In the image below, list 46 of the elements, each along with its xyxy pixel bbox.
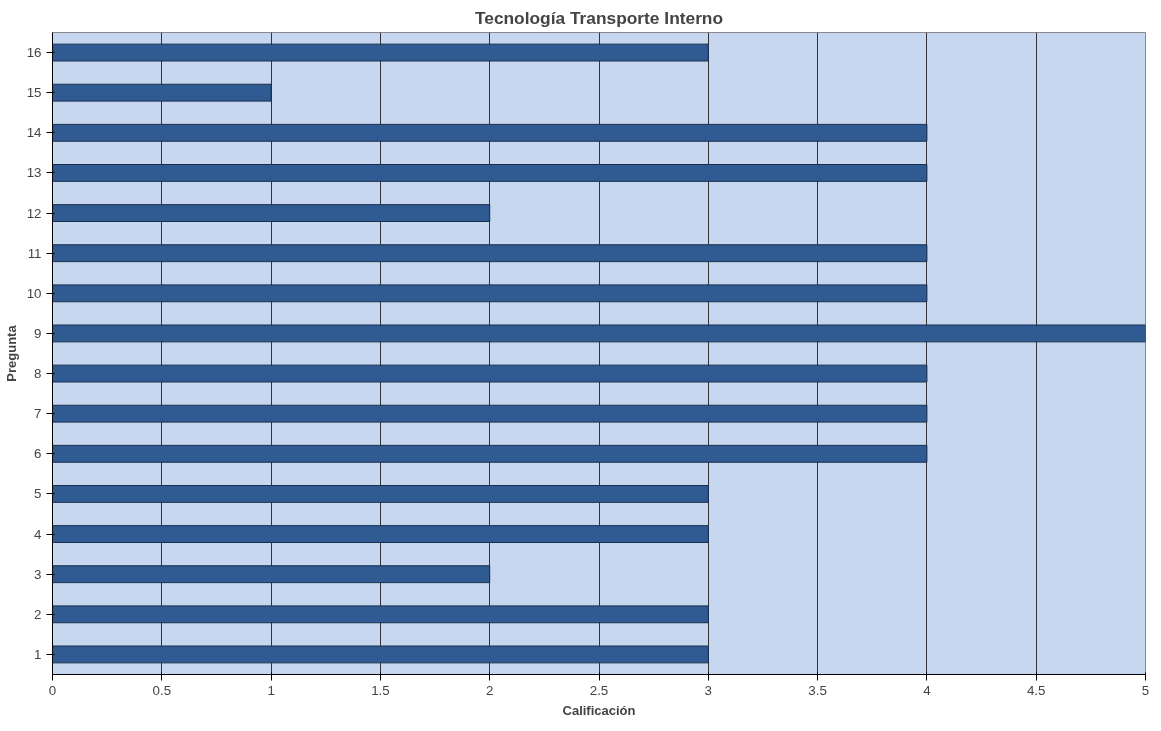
y-tick-label: 2 (34, 606, 42, 622)
bar (52, 284, 928, 303)
bar (52, 565, 491, 584)
bar (52, 123, 928, 142)
y-tick-label: 15 (26, 85, 42, 101)
x-tick-label: 5 (1141, 682, 1150, 698)
chart-title: Tecnología Transporte Interno (474, 7, 724, 28)
bar (52, 404, 928, 423)
y-tick-label: 4 (34, 526, 43, 542)
y-tick-label: 1 (34, 646, 42, 662)
y-tick-label: 14 (26, 125, 43, 141)
y-tick-label: 11 (27, 245, 42, 261)
bar (52, 83, 272, 102)
bar (52, 324, 1146, 343)
y-tick-label: 6 (34, 446, 42, 462)
x-tick-label: 2.5 (589, 682, 609, 698)
bar (52, 605, 709, 624)
bar (52, 645, 709, 664)
x-tick-label: 0.5 (152, 682, 172, 698)
x-tick-label: 4.5 (1026, 682, 1046, 698)
bar (52, 43, 709, 62)
x-tick-label: 2 (485, 682, 494, 698)
bar (52, 364, 928, 383)
y-tick-label: 16 (26, 45, 42, 61)
bar (52, 525, 709, 543)
y-axis-title: Pregunta (3, 324, 19, 382)
y-tick-label: 8 (34, 366, 42, 382)
y-tick-label: 10 (26, 285, 42, 301)
x-tick-label: 0 (48, 682, 57, 698)
y-tick-label: 9 (34, 325, 42, 341)
x-tick-label: 3.5 (808, 682, 827, 698)
x-axis-title: Calificación (562, 702, 636, 718)
x-tick-label: 3 (704, 682, 713, 698)
bar (52, 444, 928, 463)
bar (52, 204, 491, 222)
bar (52, 485, 709, 503)
bar (52, 164, 928, 182)
y-tick-label: 12 (26, 205, 42, 221)
y-tick-label: 13 (26, 165, 42, 181)
y-tick-label: 3 (34, 566, 42, 582)
y-tick-label: 5 (34, 486, 42, 502)
x-tick-label: 1 (267, 682, 275, 698)
y-tick-label: 7 (34, 406, 42, 422)
x-tick-label: 1.5 (371, 682, 390, 698)
x-tick-label: 4 (923, 682, 932, 698)
bar (52, 244, 928, 263)
